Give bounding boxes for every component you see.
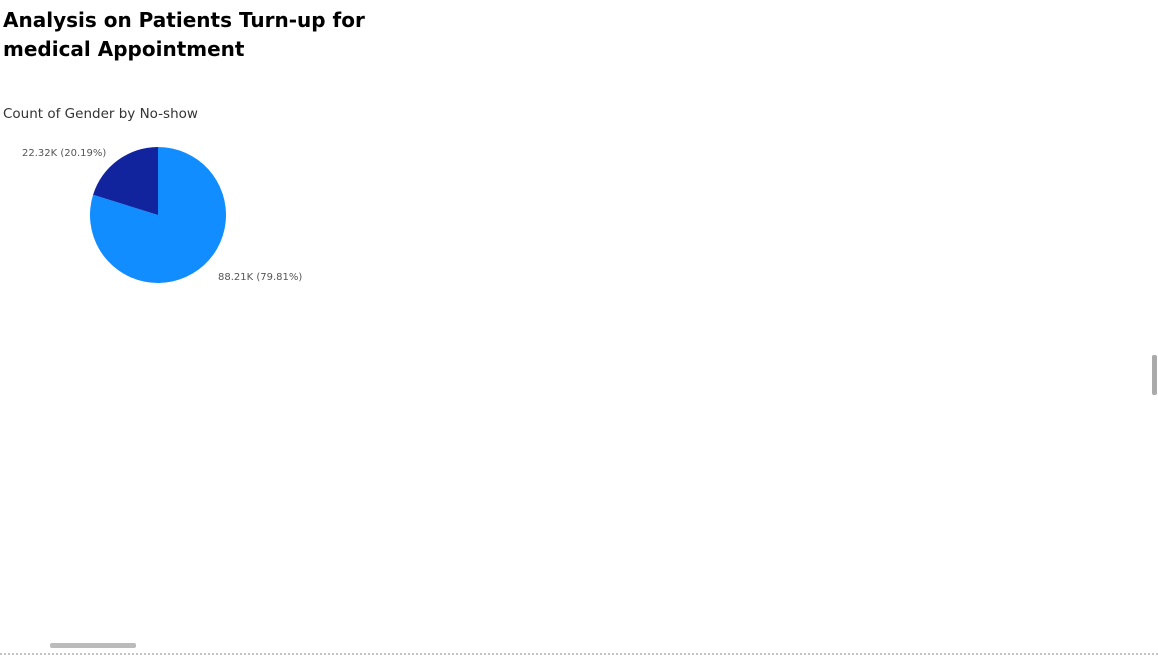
scrollbar bbox=[50, 643, 136, 648]
data-label: 22.32K (20.19%) bbox=[22, 148, 106, 159]
scrollbar bbox=[1152, 355, 1157, 395]
data-label: 88.21K (79.81%) bbox=[218, 272, 302, 283]
slice bbox=[93, 147, 158, 215]
dashboard-title: Analysis on Patients Turn-up for medical… bbox=[3, 8, 365, 61]
chart-title: Count of Gender by No-show bbox=[3, 106, 198, 122]
